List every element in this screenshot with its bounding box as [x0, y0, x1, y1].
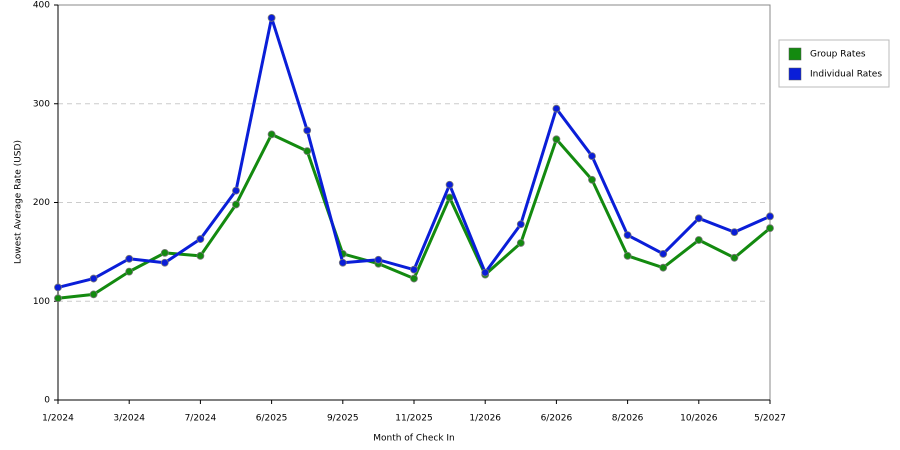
y-tick-label: 400: [33, 1, 50, 11]
data-point: [516, 239, 525, 247]
data-point: [766, 224, 774, 233]
data-point: [232, 200, 240, 209]
series-line: [57, 132, 771, 300]
data-point: [410, 265, 418, 274]
y-tick-label: 300: [33, 99, 50, 109]
data-point: [481, 268, 490, 277]
data-point: [125, 254, 134, 263]
legend-label: Group Rates: [810, 50, 866, 60]
x-axis-title: Month of Check In: [373, 434, 455, 444]
data-point: [54, 283, 62, 292]
data-point: [196, 235, 205, 243]
data-point: [730, 228, 739, 237]
data-point: [196, 251, 205, 260]
data-point: [588, 152, 596, 160]
data-point: [89, 290, 98, 299]
data-point: [303, 126, 312, 135]
data-point: [232, 186, 240, 195]
legend-swatch: [788, 47, 802, 61]
x-tick-label: 1/2026: [469, 414, 501, 424]
data-point: [160, 248, 169, 257]
data-point: [730, 253, 739, 262]
x-tick-label: 9/2025: [327, 414, 359, 424]
series-line: [57, 16, 771, 289]
data-point: [552, 104, 561, 113]
data-point: [516, 220, 525, 229]
data-point: [659, 263, 668, 272]
y-tick-label: 0: [44, 396, 50, 406]
data-point: [54, 294, 62, 303]
data-point: [623, 231, 632, 239]
data-point: [374, 255, 383, 264]
y-tick-label: 100: [33, 297, 50, 307]
data-point: [410, 274, 418, 283]
legend-label: Individual Rates: [810, 70, 882, 80]
data-point: [338, 258, 347, 267]
data-point: [89, 274, 98, 283]
data-point: [694, 236, 703, 244]
x-tick-label: 8/2026: [612, 414, 644, 424]
x-tick-label: 5/2027: [754, 414, 786, 424]
data-point: [445, 180, 454, 189]
data-point: [766, 212, 774, 221]
x-tick-label: 10/2026: [680, 414, 718, 424]
data-point: [623, 251, 632, 260]
data-point: [160, 258, 169, 267]
x-tick-label: 11/2025: [395, 414, 432, 424]
x-tick-label: 6/2026: [541, 414, 573, 424]
data-point: [552, 135, 561, 144]
x-tick-label: 3/2024: [113, 414, 145, 424]
x-tick-label: 1/2024: [42, 414, 74, 424]
x-tick-label: 7/2024: [185, 414, 217, 424]
y-tick-label: 200: [33, 198, 50, 208]
data-point: [303, 147, 312, 156]
x-tick-label: 6/2025: [256, 414, 288, 424]
y-axis-title: Lowest Average Rate (USD): [14, 140, 24, 264]
data-point: [694, 214, 703, 223]
data-point: [588, 175, 596, 184]
data-point: [445, 193, 454, 202]
data-point: [267, 130, 276, 139]
data-point: [125, 267, 134, 276]
legend-swatch: [788, 67, 802, 81]
data-point: [659, 249, 668, 258]
data-point: [267, 13, 276, 22]
